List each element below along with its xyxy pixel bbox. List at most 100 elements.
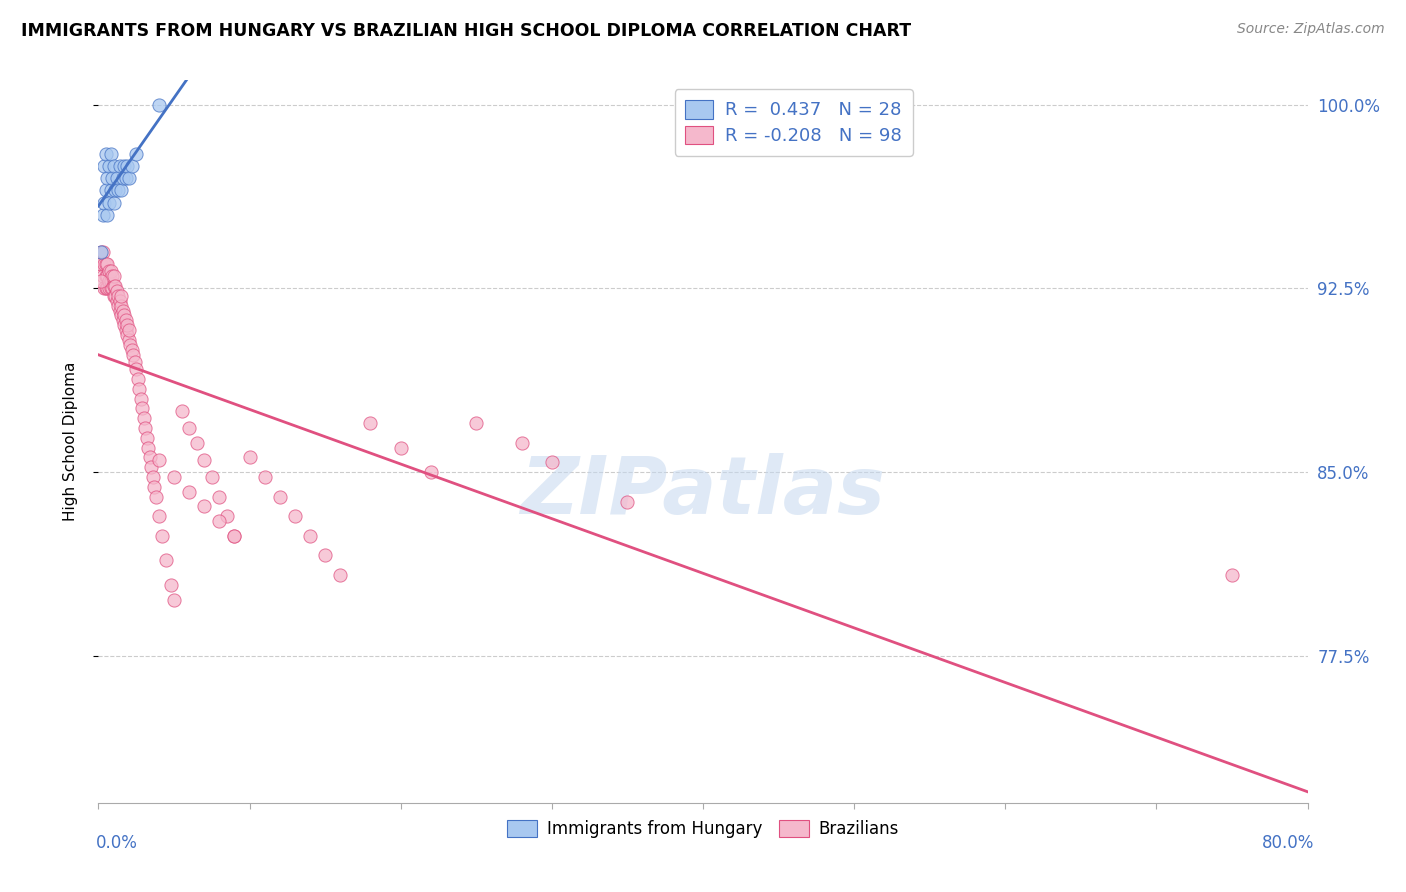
Point bbox=[150, 529, 173, 543]
Y-axis label: High School Diploma: High School Diploma bbox=[63, 362, 77, 521]
Point bbox=[420, 465, 443, 479]
Point bbox=[107, 299, 129, 313]
Point bbox=[96, 171, 118, 186]
Point bbox=[224, 529, 246, 543]
Point bbox=[107, 184, 129, 198]
Point bbox=[96, 281, 118, 295]
Point bbox=[104, 289, 127, 303]
Point bbox=[124, 355, 146, 369]
Text: IMMIGRANTS FROM HUNGARY VS BRAZILIAN HIGH SCHOOL DIPLOMA CORRELATION CHART: IMMIGRANTS FROM HUNGARY VS BRAZILIAN HIG… bbox=[21, 22, 911, 40]
Point bbox=[100, 274, 122, 288]
Point bbox=[103, 195, 125, 210]
Point bbox=[186, 435, 208, 450]
Point bbox=[105, 171, 128, 186]
Point bbox=[125, 146, 148, 161]
Point bbox=[122, 348, 145, 362]
Point bbox=[110, 309, 132, 323]
Text: Source: ZipAtlas.com: Source: ZipAtlas.com bbox=[1237, 22, 1385, 37]
Point bbox=[110, 299, 132, 313]
Point bbox=[360, 416, 382, 430]
Point bbox=[103, 159, 125, 173]
Point bbox=[193, 500, 215, 514]
Point bbox=[108, 293, 131, 308]
Point bbox=[239, 450, 262, 465]
Point bbox=[93, 257, 115, 271]
Point bbox=[142, 470, 165, 484]
Point bbox=[121, 343, 143, 357]
Point bbox=[90, 244, 112, 259]
Point bbox=[179, 421, 201, 435]
Point bbox=[131, 401, 153, 416]
Point bbox=[120, 338, 142, 352]
Point bbox=[160, 578, 183, 592]
Point bbox=[129, 392, 152, 406]
Point bbox=[105, 284, 128, 298]
Point bbox=[94, 146, 117, 161]
Point bbox=[98, 195, 121, 210]
Point bbox=[155, 553, 177, 567]
Point bbox=[110, 184, 132, 198]
Point bbox=[269, 490, 291, 504]
Point bbox=[93, 159, 115, 173]
Point bbox=[96, 208, 118, 222]
Point bbox=[91, 269, 114, 284]
Point bbox=[100, 146, 122, 161]
Text: ZIPatlas: ZIPatlas bbox=[520, 453, 886, 531]
Point bbox=[163, 470, 186, 484]
Point bbox=[224, 529, 246, 543]
Point bbox=[96, 257, 118, 271]
Point bbox=[98, 264, 121, 278]
Point bbox=[136, 441, 159, 455]
Point bbox=[148, 97, 170, 112]
Point bbox=[89, 257, 111, 271]
Point bbox=[179, 484, 201, 499]
Point bbox=[253, 470, 276, 484]
Point bbox=[112, 318, 135, 333]
Text: 0.0%: 0.0% bbox=[96, 834, 138, 852]
Point bbox=[125, 362, 148, 376]
Point bbox=[121, 159, 143, 173]
Point bbox=[111, 303, 134, 318]
Point bbox=[510, 435, 533, 450]
Point bbox=[118, 171, 141, 186]
Point bbox=[96, 269, 118, 284]
Point bbox=[115, 328, 138, 343]
Point bbox=[94, 184, 117, 198]
Point bbox=[91, 208, 114, 222]
Point bbox=[105, 293, 128, 308]
Point bbox=[115, 159, 138, 173]
Point bbox=[127, 372, 149, 386]
Point bbox=[540, 455, 562, 469]
Point bbox=[163, 592, 186, 607]
Point bbox=[299, 529, 322, 543]
Point bbox=[100, 264, 122, 278]
Point bbox=[215, 509, 238, 524]
Point bbox=[114, 313, 136, 327]
Point bbox=[94, 281, 117, 295]
Point bbox=[100, 184, 122, 198]
Point bbox=[170, 404, 193, 418]
Point bbox=[93, 195, 115, 210]
Point bbox=[134, 421, 156, 435]
Point bbox=[111, 171, 134, 186]
Point bbox=[103, 269, 125, 284]
Point bbox=[101, 171, 124, 186]
Point bbox=[98, 281, 121, 295]
Point bbox=[111, 313, 134, 327]
Point bbox=[90, 274, 112, 288]
Point bbox=[115, 318, 138, 333]
Point bbox=[148, 453, 170, 467]
Point bbox=[104, 184, 127, 198]
Point bbox=[112, 309, 135, 323]
Point bbox=[101, 281, 124, 295]
Point bbox=[201, 470, 224, 484]
Point bbox=[314, 549, 336, 563]
Point bbox=[284, 509, 307, 524]
Point bbox=[93, 281, 115, 295]
Point bbox=[389, 441, 412, 455]
Point bbox=[94, 257, 117, 271]
Point bbox=[108, 159, 131, 173]
Point bbox=[148, 509, 170, 524]
Point bbox=[103, 279, 125, 293]
Text: 80.0%: 80.0% bbox=[1263, 834, 1315, 852]
